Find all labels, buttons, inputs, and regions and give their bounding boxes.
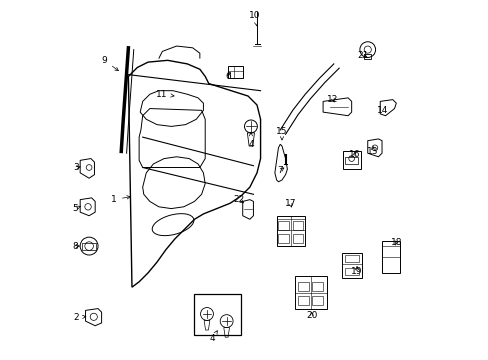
Text: 7: 7 [277,166,283,175]
Text: 22: 22 [233,195,244,204]
Text: 6: 6 [225,72,231,81]
Bar [292,221,303,230]
Bar [278,221,288,230]
Text: 19: 19 [350,266,362,276]
Bar [82,243,96,249]
Text: 3: 3 [73,163,80,172]
Text: 4: 4 [247,132,253,149]
Text: 8: 8 [72,242,79,251]
Bar [276,216,305,246]
Bar [344,267,358,275]
Bar [298,282,308,291]
Bar [312,282,323,291]
Bar [292,234,303,243]
Text: 21: 21 [357,51,368,60]
Text: 11: 11 [156,90,174,99]
Text: 16: 16 [348,150,360,159]
Text: 14: 14 [377,106,388,115]
Text: 9: 9 [102,56,118,71]
Bar [341,253,361,278]
Text: 15: 15 [276,127,287,140]
Text: 1: 1 [111,195,130,204]
Bar [312,296,323,305]
Bar [194,294,241,336]
Text: 10: 10 [248,11,260,26]
Bar [381,241,399,273]
Bar [298,296,308,305]
Bar [228,66,242,78]
Bar [278,234,288,243]
Text: 17: 17 [284,199,295,208]
Text: 12: 12 [327,95,338,104]
Text: 13: 13 [366,147,377,156]
Text: 5: 5 [72,204,81,213]
Bar [364,54,370,59]
Bar [345,157,357,164]
Bar [342,152,360,169]
Bar [344,255,358,262]
Text: 20: 20 [305,311,317,320]
Text: 4: 4 [209,331,217,343]
Text: 2: 2 [73,313,86,322]
Bar [294,276,326,309]
Text: 18: 18 [390,238,401,247]
